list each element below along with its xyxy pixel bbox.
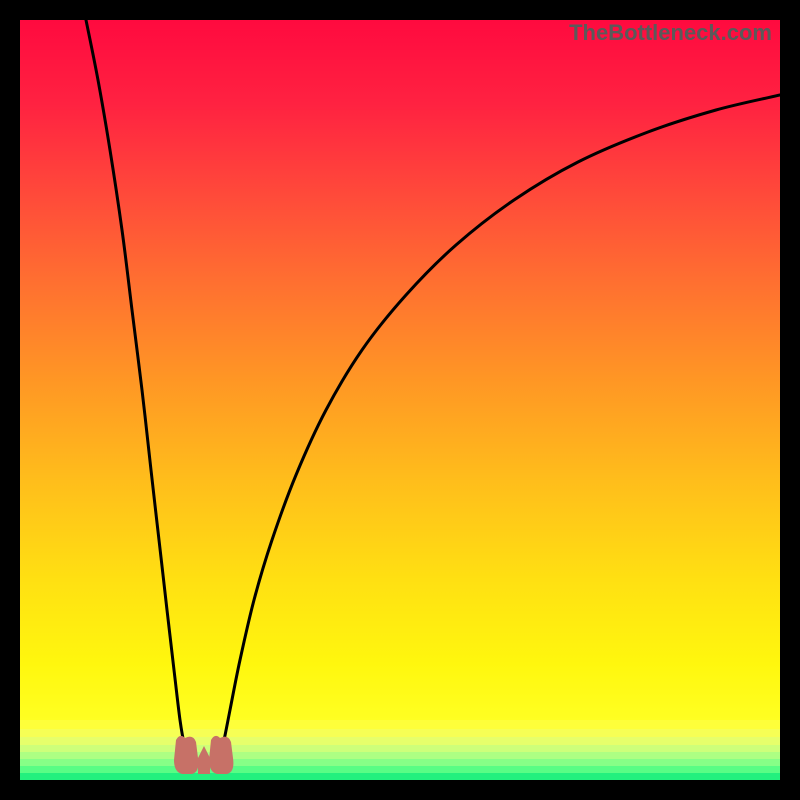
watermark-text: TheBottleneck.com [569,20,772,46]
curves-layer [0,0,800,800]
chart-frame: TheBottleneck.com [0,0,800,800]
chart-border-edge [0,0,20,800]
chart-border-edge [0,0,800,20]
valley-marker [174,736,198,774]
valley-marker [209,736,233,774]
chart-border-edge [780,0,800,800]
chart-border-edge [0,780,800,800]
valley-marker [198,746,210,774]
right-curve [218,95,780,764]
left-curve [86,20,190,764]
